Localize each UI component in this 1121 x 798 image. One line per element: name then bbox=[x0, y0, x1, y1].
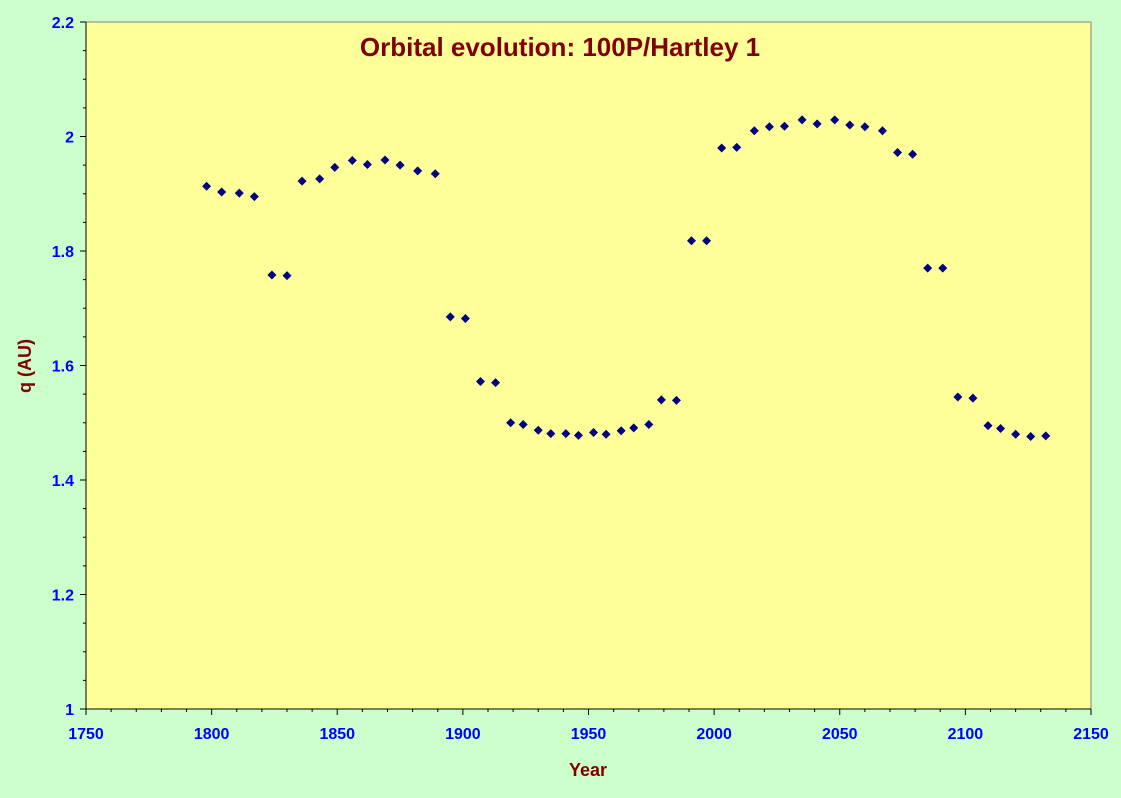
data-point bbox=[249, 192, 259, 202]
data-point bbox=[968, 393, 978, 403]
data-point bbox=[877, 126, 887, 136]
data-point bbox=[656, 395, 666, 405]
data-point bbox=[413, 166, 423, 176]
y-tick-label: 1.6 bbox=[52, 359, 74, 376]
data-point bbox=[893, 148, 903, 158]
data-point bbox=[282, 271, 292, 281]
data-point bbox=[561, 429, 571, 439]
x-tick-label: 2100 bbox=[948, 726, 984, 743]
data-point bbox=[430, 169, 440, 179]
x-tick-label: 1750 bbox=[68, 726, 104, 743]
data-point bbox=[460, 314, 470, 324]
data-point bbox=[445, 312, 455, 322]
data-point bbox=[923, 263, 933, 273]
data-point bbox=[601, 429, 611, 439]
data-point bbox=[475, 377, 485, 387]
y-axis-label: q (AU) bbox=[15, 339, 35, 393]
data-point bbox=[546, 429, 556, 439]
data-point bbox=[297, 176, 307, 186]
data-point bbox=[533, 425, 543, 435]
x-tick-label: 2050 bbox=[822, 726, 858, 743]
x-axis: 1750 1800 1850 1900 1950 2000 2050 2100 2150 bbox=[68, 708, 1109, 743]
data-point bbox=[732, 142, 742, 152]
data-point bbox=[779, 121, 789, 131]
data-point bbox=[491, 378, 501, 388]
data-points bbox=[202, 115, 1051, 441]
data-point bbox=[702, 236, 712, 246]
y-tick-label: 2 bbox=[65, 130, 74, 147]
y-tick-label: 1.2 bbox=[52, 588, 74, 605]
data-point bbox=[518, 419, 528, 429]
data-point bbox=[830, 115, 840, 125]
data-point bbox=[996, 423, 1006, 433]
data-point bbox=[1011, 429, 1021, 439]
data-point bbox=[217, 187, 227, 197]
x-tick-label: 2000 bbox=[696, 726, 732, 743]
data-point bbox=[687, 236, 697, 246]
data-point bbox=[202, 181, 212, 191]
data-point bbox=[315, 174, 325, 184]
data-point bbox=[589, 427, 599, 437]
data-point bbox=[845, 120, 855, 130]
y-axis: 1 1.2 1.4 1.6 1.8 2 2.2 bbox=[52, 15, 87, 719]
x-tick-label: 1900 bbox=[445, 726, 481, 743]
x-tick-label: 1800 bbox=[194, 726, 230, 743]
data-point bbox=[812, 119, 822, 129]
data-point bbox=[380, 155, 390, 165]
data-point bbox=[629, 423, 639, 433]
data-point bbox=[983, 421, 993, 431]
data-point bbox=[671, 395, 681, 405]
chart-title: Orbital evolution: 100P/Hartley 1 bbox=[360, 32, 760, 62]
data-point bbox=[764, 122, 774, 132]
x-tick-label: 1850 bbox=[319, 726, 355, 743]
data-point bbox=[908, 149, 918, 159]
data-point bbox=[573, 430, 583, 440]
y-tick-label: 1.4 bbox=[52, 473, 74, 490]
x-tick-label: 2150 bbox=[1073, 726, 1109, 743]
data-point bbox=[234, 188, 244, 198]
data-point bbox=[1041, 431, 1051, 441]
data-point bbox=[953, 392, 963, 402]
data-point bbox=[644, 419, 654, 429]
data-point bbox=[395, 160, 405, 170]
data-point bbox=[717, 143, 727, 153]
data-point bbox=[797, 115, 807, 125]
plot-area bbox=[85, 21, 1092, 710]
y-tick-label: 2.2 bbox=[52, 15, 74, 32]
x-axis-label: Year bbox=[569, 760, 607, 780]
data-point bbox=[938, 263, 948, 273]
data-point bbox=[506, 418, 516, 428]
data-point bbox=[267, 270, 277, 280]
data-point bbox=[362, 160, 372, 170]
data-point bbox=[330, 162, 340, 172]
x-tick-label: 1950 bbox=[571, 726, 607, 743]
y-tick-label: 1.8 bbox=[52, 244, 74, 261]
data-point bbox=[616, 426, 626, 436]
data-point bbox=[860, 122, 870, 132]
y-tick-label: 1 bbox=[65, 702, 74, 719]
data-point bbox=[749, 126, 759, 136]
data-point bbox=[347, 156, 357, 166]
data-point bbox=[1026, 431, 1036, 441]
